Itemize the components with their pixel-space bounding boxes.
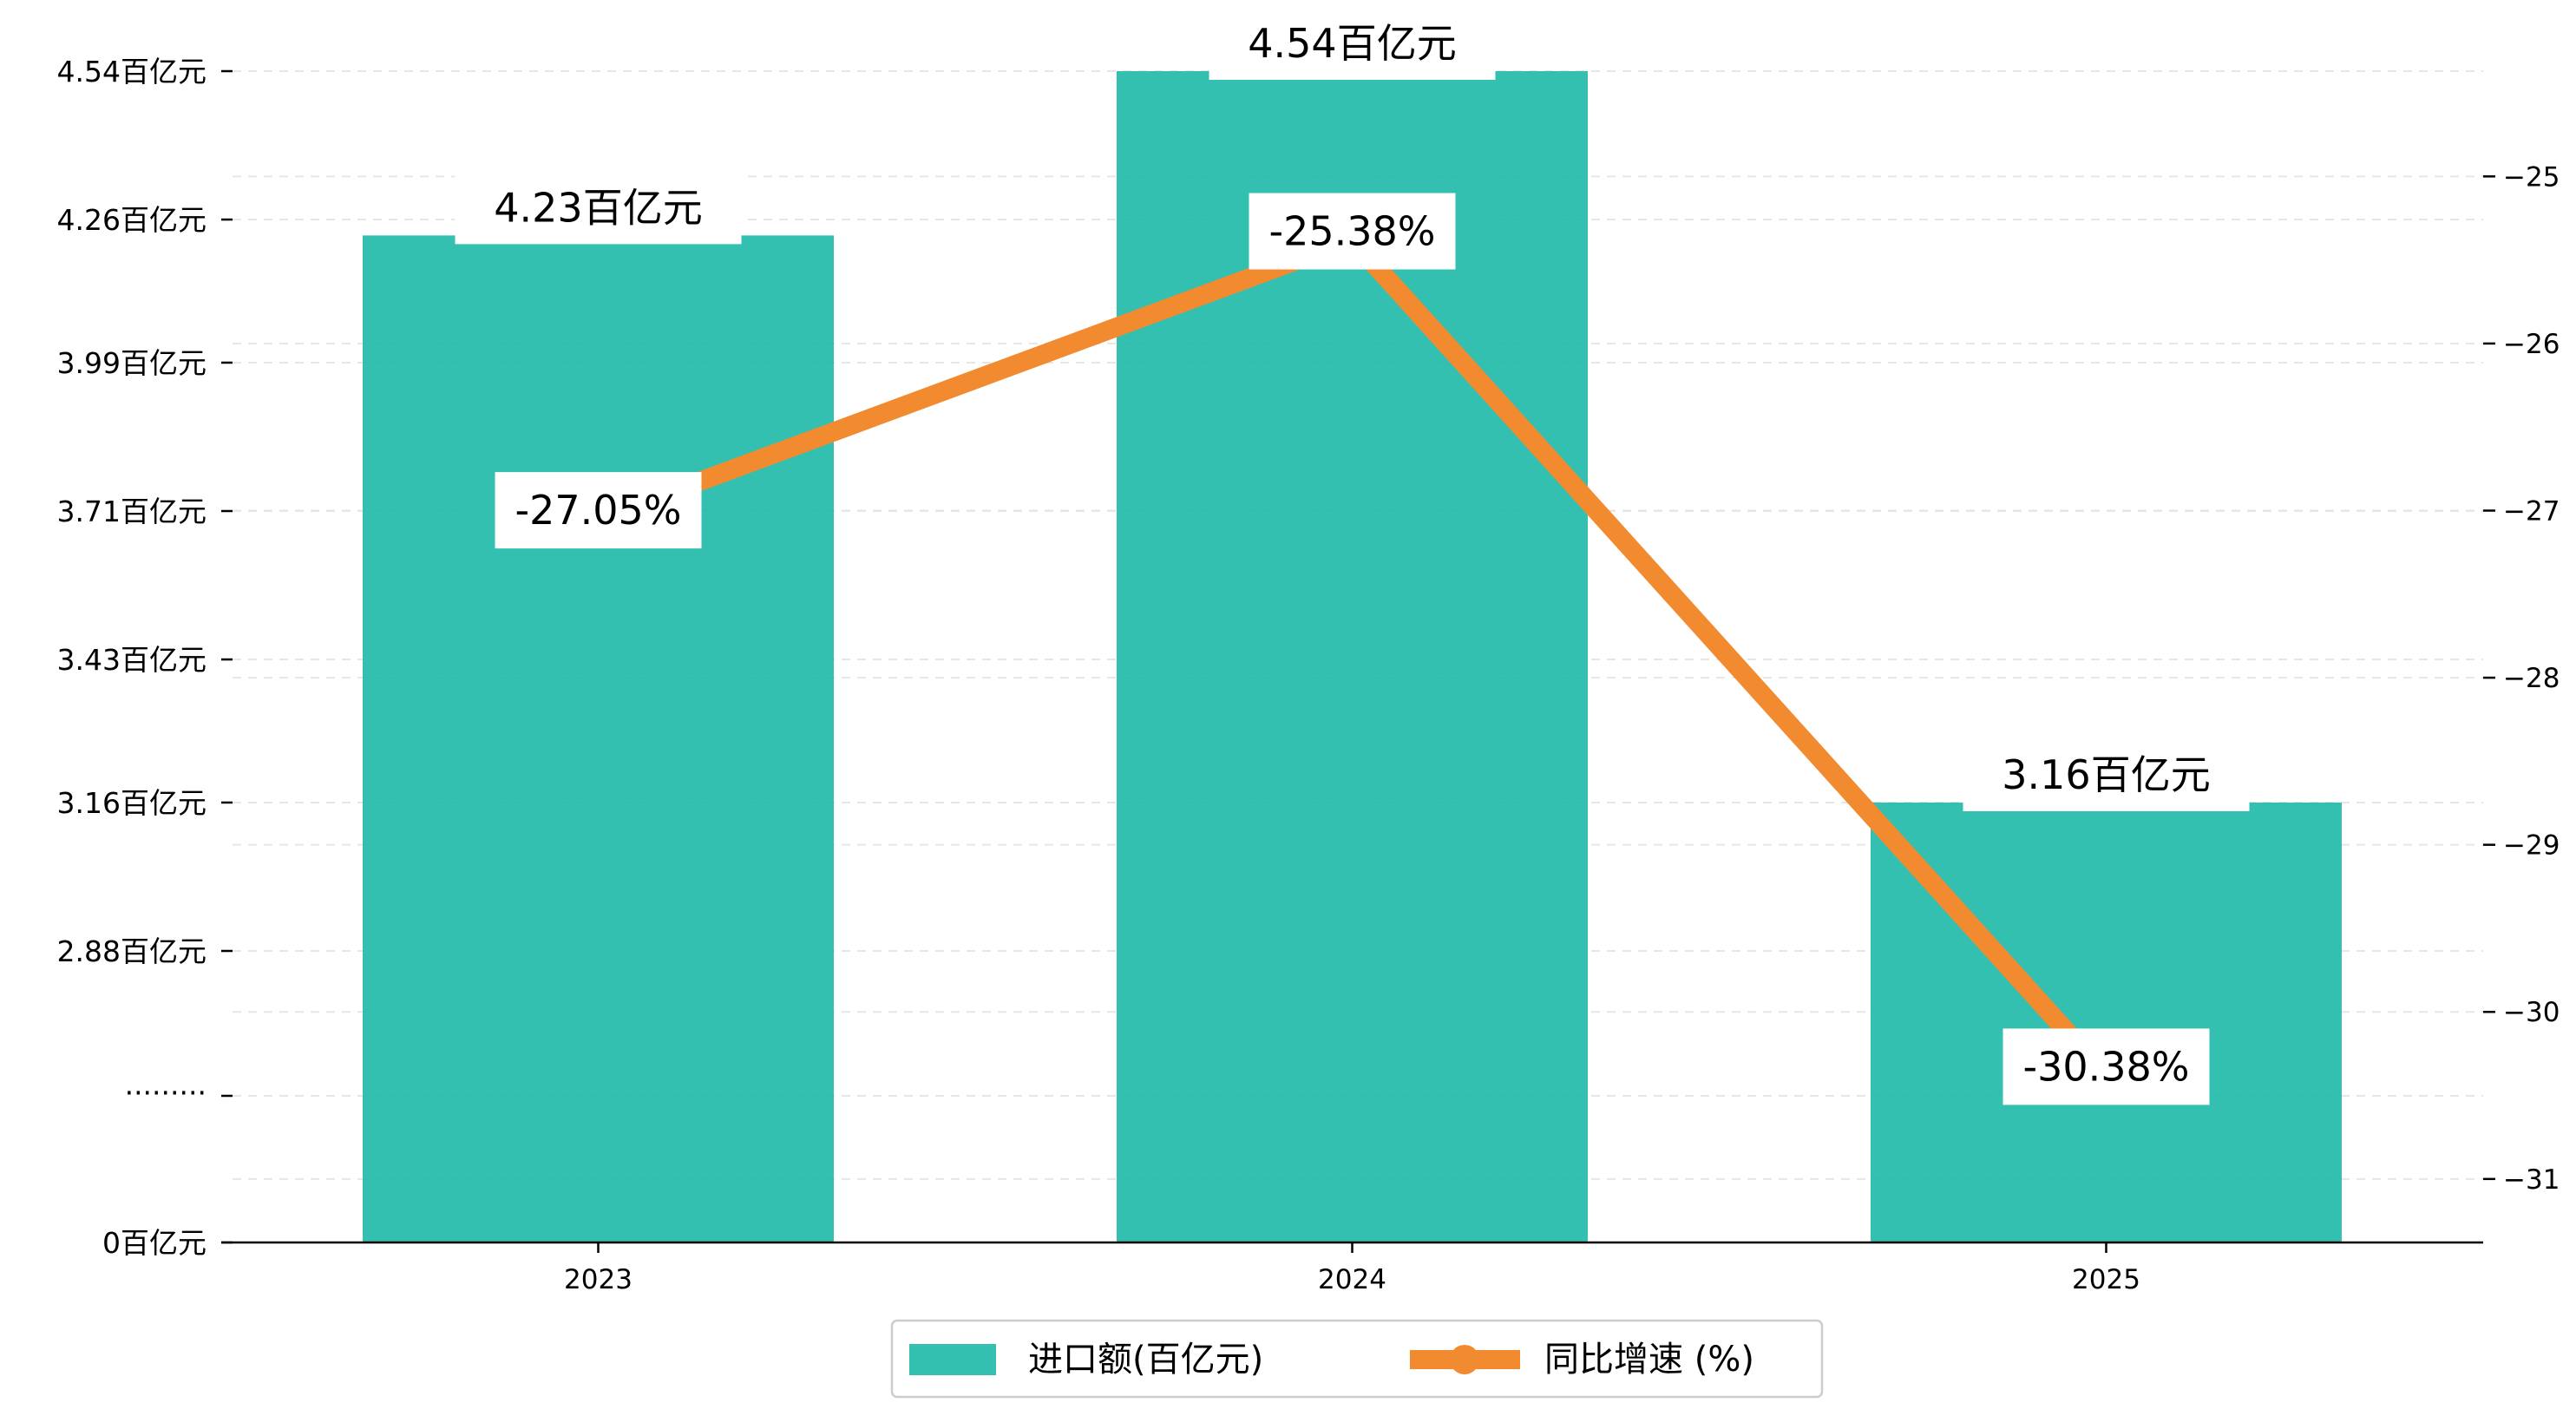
bar-label-2023-text: 4.23百亿元: [494, 184, 702, 231]
line-label-2024-text: -25.38%: [1269, 208, 1436, 255]
line-label-2025: -30.38%: [2002, 1028, 2210, 1105]
y-left-tick-label: 4.26百亿元: [57, 203, 206, 237]
bar-label-2024-box: [1209, 7, 1496, 80]
y-right-tick-label: −27: [2503, 495, 2560, 527]
line-label-2023: -27.05%: [495, 472, 702, 549]
bar-label-2024: 4.54百亿元: [1209, 7, 1496, 80]
bar-label-2025-text: 3.16百亿元: [2002, 751, 2210, 798]
y-left-tick-label: 0百亿元: [102, 1226, 206, 1260]
line-label-2025-text: -30.38%: [2023, 1043, 2190, 1090]
line-label-2024: -25.38%: [1249, 193, 1456, 270]
line-label-2025-box: [2002, 1028, 2210, 1105]
y-left-tick-label: 4.54百亿元: [57, 55, 206, 88]
legend: 进口额(百亿元) 同比增速 (%): [890, 1319, 1824, 1399]
bar-2023: [363, 235, 834, 1242]
line-label-2023-text: -27.05%: [515, 487, 682, 534]
y-left-tick-label: 3.16百亿元: [57, 786, 206, 820]
bar-label-2025: 3.16百亿元: [1963, 738, 2250, 811]
bar-series: [363, 71, 2342, 1242]
y-left-break-label: ·········: [125, 1076, 206, 1110]
data-labels: 4.23百亿元 4.54百亿元 3.16百亿元 -27.05% -25.38% -30.3…: [455, 7, 2250, 1105]
y-left-tick-label: 3.43百亿元: [57, 643, 206, 677]
y-right-tick-label: −26: [2503, 329, 2560, 360]
legend-label-bar: 进口额(百亿元): [1028, 1340, 1263, 1380]
bar-label-2023: 4.23百亿元: [455, 171, 742, 245]
y-left-tick-label: 3.99百亿元: [57, 346, 206, 380]
legend-swatch-bar: [909, 1344, 996, 1375]
legend-label-line: 同比增速 (%): [1544, 1340, 1754, 1380]
y-right-tick-label: −25: [2503, 161, 2560, 193]
bar-label-2023-box: [455, 171, 742, 245]
line-label-2024-box: [1249, 193, 1456, 270]
x-tick-label: 2024: [1318, 1264, 1386, 1295]
y-left-tick-label: 2.88百亿元: [57, 934, 206, 968]
line-label-2023-box: [495, 472, 702, 549]
y-right-tick-label: −30: [2503, 997, 2560, 1028]
legend-swatch-marker: [1450, 1345, 1479, 1374]
bar-label-2024-text: 4.54百亿元: [1248, 20, 1456, 67]
x-tick-label: 2023: [564, 1264, 633, 1295]
y-right-tick-label: −31: [2503, 1164, 2560, 1196]
y-left-tick-label: 3.71百亿元: [57, 495, 206, 528]
bar-label-2025-box: [1963, 738, 2250, 811]
x-tick-label: 2025: [2072, 1264, 2140, 1295]
axes: 0百亿元 2.88百亿元 3.16百亿元 3.43百亿元 3.71百亿元 3.99百亿元 4…: [57, 55, 2560, 1295]
y-right-tick-label: −29: [2503, 830, 2560, 862]
y-right-tick-label: −28: [2503, 663, 2560, 694]
legend-box: [890, 1319, 1824, 1399]
bar-2025: [1871, 802, 2342, 1242]
